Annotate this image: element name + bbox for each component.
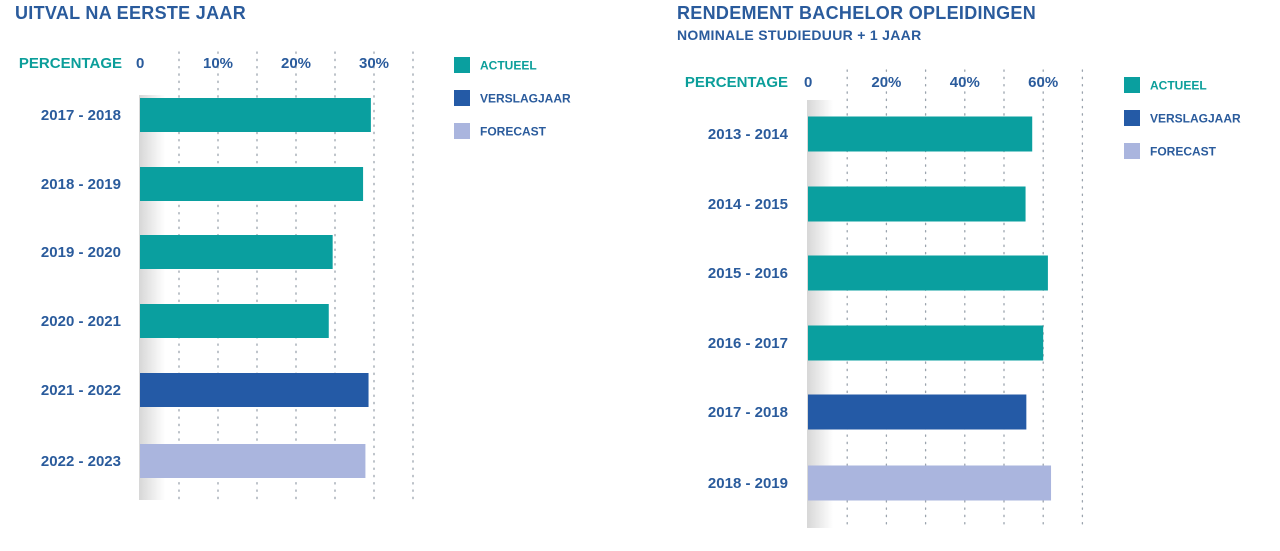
category-label: 2015 - 2016 (708, 265, 788, 282)
bar-forecast (140, 444, 366, 478)
tick-label: 10% (203, 55, 233, 72)
legend-label-actueel: ACTUEEL (1150, 79, 1207, 93)
chart-2-title: RENDEMENT BACHELOR OPLEIDINGEN (677, 3, 1037, 23)
category-label: 2020 - 2021 (41, 313, 121, 330)
baseline-shadow (807, 100, 833, 528)
bar-verslagjaar (808, 394, 1027, 430)
category-label: 2016 - 2017 (708, 335, 788, 352)
chart-2-subtitle: NOMINALE STUDIEDUUR + 1 JAAR (677, 27, 922, 43)
chart-uitval: PERCENTAGE 0 10% 20% 30% 2017 - 2018 2018 - 20… (19, 51, 571, 501)
axis-title: PERCENTAGE (685, 74, 788, 91)
legend-label-verslagjaar: VERSLAGJAAR (1150, 112, 1241, 126)
bar-verslagjaar (140, 373, 369, 407)
bar-actueel (808, 255, 1048, 291)
tick-label: 20% (871, 74, 901, 91)
category-label: 2014 - 2015 (708, 196, 788, 213)
category-label: 2017 - 2018 (41, 107, 121, 124)
bar-actueel (808, 186, 1026, 222)
bar-actueel (140, 304, 329, 338)
bar-actueel (140, 167, 364, 201)
tick-label: 0 (136, 55, 144, 72)
tick-label: 30% (359, 55, 389, 72)
legend-swatch-verslagjaar (454, 90, 470, 106)
category-label: 2022 - 2023 (41, 453, 121, 470)
chart-1-title: UITVAL NA EERSTE JAAR (15, 3, 246, 23)
legend-swatch-forecast (1124, 143, 1140, 159)
bar-actueel (808, 116, 1033, 152)
legend-swatch-forecast (454, 123, 470, 139)
bar-forecast (808, 465, 1052, 501)
tick-label: 40% (950, 74, 980, 91)
tick-label: 20% (281, 55, 311, 72)
legend-swatch-actueel (454, 57, 470, 73)
legend-label-forecast: FORECAST (1150, 145, 1217, 159)
legend-swatch-actueel (1124, 77, 1140, 93)
legend-label-actueel: ACTUEEL (480, 59, 537, 73)
tick-label: 0 (804, 74, 812, 91)
category-label: 2013 - 2014 (708, 126, 789, 143)
axis-title: PERCENTAGE (19, 55, 122, 72)
legend-swatch-verslagjaar (1124, 110, 1140, 126)
chart-rendement: PERCENTAGE 0 20% 40% 60% 2013 - 2014 2014 - 20… (685, 69, 1241, 528)
category-label: 2017 - 2018 (708, 404, 788, 421)
category-label: 2019 - 2020 (41, 244, 121, 261)
baseline-shadow (139, 95, 165, 500)
tick-label: 60% (1028, 74, 1058, 91)
category-label: 2018 - 2019 (41, 176, 121, 193)
category-label: 2018 - 2019 (708, 475, 788, 492)
bar-actueel (140, 235, 333, 269)
bar-actueel (808, 325, 1044, 361)
legend-label-verslagjaar: VERSLAGJAAR (480, 92, 571, 106)
category-label: 2021 - 2022 (41, 382, 121, 399)
bar-actueel (140, 98, 371, 132)
legend-label-forecast: FORECAST (480, 125, 547, 139)
